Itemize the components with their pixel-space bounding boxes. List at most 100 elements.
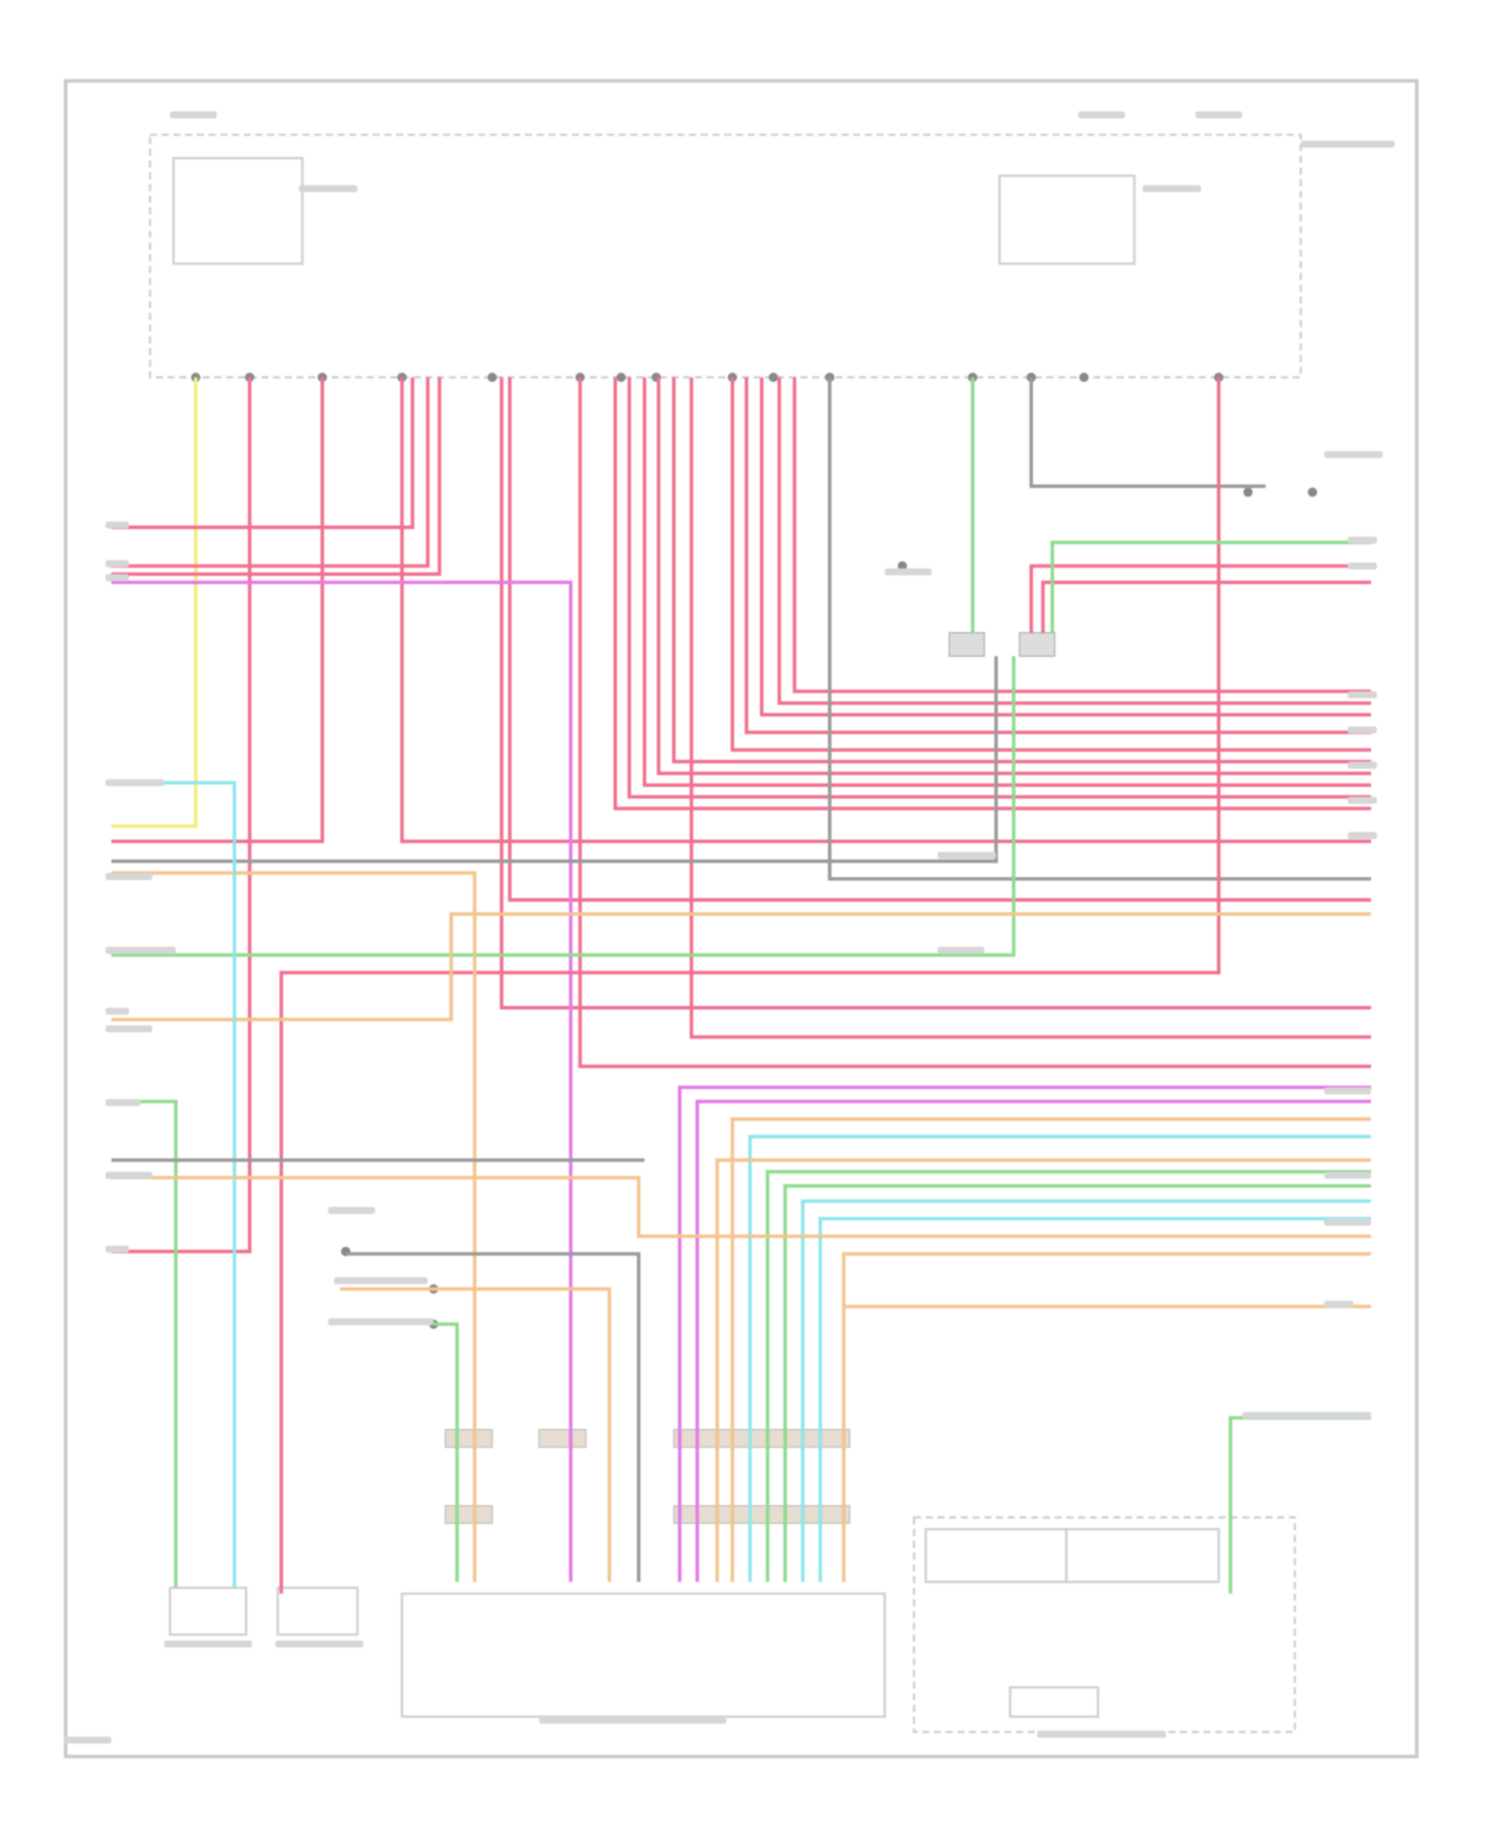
label-placeholder xyxy=(1324,1171,1372,1179)
wire-orange xyxy=(339,1287,612,1582)
label-placeholder xyxy=(328,1318,434,1326)
label-placeholder xyxy=(105,946,176,954)
inline-connector-3 xyxy=(444,1505,493,1524)
wire-red xyxy=(1041,580,1372,633)
wire-red xyxy=(777,377,1372,705)
label-placeholder xyxy=(1347,691,1377,699)
relay-left xyxy=(172,157,304,265)
wire-red xyxy=(627,377,1372,799)
wire-green xyxy=(433,1322,459,1582)
label-placeholder xyxy=(1195,111,1243,119)
label-placeholder xyxy=(105,779,165,787)
label-placeholder xyxy=(298,185,358,193)
wire-cyan xyxy=(748,1134,1372,1582)
wire-magenta xyxy=(677,1085,1372,1582)
terminal-dot xyxy=(768,372,779,383)
label-placeholder xyxy=(1324,1300,1354,1308)
wire-green xyxy=(111,656,1016,957)
wire-orange xyxy=(111,912,1372,1022)
indicator-box xyxy=(924,1528,1068,1584)
label-placeholder xyxy=(1324,451,1383,459)
label-placeholder xyxy=(105,872,153,881)
terminal-dot xyxy=(1243,487,1253,497)
label-placeholder xyxy=(275,1640,364,1648)
wire-orange xyxy=(841,1252,1372,1582)
wire-gray xyxy=(1029,377,1266,489)
terminal-dot xyxy=(616,372,626,383)
wire-green xyxy=(1050,540,1372,633)
inline-connector-1 xyxy=(538,1429,587,1448)
wire-red xyxy=(1029,564,1372,633)
wire-green xyxy=(765,1170,1372,1582)
wire-red xyxy=(744,377,1372,735)
label-placeholder xyxy=(937,851,997,859)
wire-red xyxy=(499,377,1372,1010)
label-placeholder xyxy=(164,1640,252,1648)
inline-connector-0 xyxy=(444,1429,493,1448)
label-placeholder xyxy=(105,574,129,582)
wire-red xyxy=(792,377,1372,694)
label-placeholder xyxy=(105,1025,153,1033)
cluster-module xyxy=(1008,1686,1100,1718)
wire-red xyxy=(508,377,1372,902)
wire-cyan xyxy=(800,1199,1372,1582)
label-placeholder xyxy=(1037,1730,1166,1738)
connector-0 xyxy=(948,632,985,657)
label-placeholder xyxy=(1142,185,1202,193)
relay-right xyxy=(998,174,1136,265)
terminal-dot xyxy=(1079,372,1089,383)
wire-gray xyxy=(111,656,998,864)
label-placeholder xyxy=(884,568,932,576)
label-placeholder xyxy=(105,1007,129,1015)
wire-red xyxy=(111,377,415,530)
label-placeholder xyxy=(105,1099,141,1107)
terminal-dot xyxy=(487,372,497,383)
label-placeholder xyxy=(539,1716,727,1724)
label-placeholder xyxy=(1347,831,1377,840)
wire-red xyxy=(400,377,1372,844)
label-placeholder xyxy=(105,560,129,568)
engine-control-module xyxy=(400,1592,886,1718)
label-placeholder xyxy=(1347,536,1377,544)
wire-red xyxy=(613,377,1372,811)
label-placeholder xyxy=(334,1277,428,1285)
wire-red xyxy=(759,377,1372,717)
label-placeholder xyxy=(1324,1218,1372,1226)
label-placeholder xyxy=(1324,1087,1372,1095)
wire-orange xyxy=(715,1158,1372,1582)
wire-red xyxy=(689,377,1372,1039)
wire-gray xyxy=(827,377,1372,881)
connector-1 xyxy=(1018,632,1056,657)
label-placeholder xyxy=(64,1736,112,1744)
sensor-left xyxy=(168,1586,248,1636)
wire-orange xyxy=(111,1175,1372,1239)
wire-red xyxy=(642,377,1372,787)
wire-red xyxy=(111,377,325,844)
inline-connector-4 xyxy=(673,1505,851,1524)
wire-orange xyxy=(111,871,477,1582)
label-placeholder xyxy=(1300,140,1395,148)
label-placeholder xyxy=(105,521,129,529)
diagram-frame xyxy=(63,79,1419,1759)
wire-red xyxy=(578,377,1372,1069)
wire-yellow xyxy=(111,377,198,828)
wire-red xyxy=(111,377,442,576)
label-placeholder xyxy=(1347,562,1377,570)
wire-red xyxy=(672,377,1372,764)
label-placeholder xyxy=(105,1245,129,1253)
label-placeholder xyxy=(328,1206,376,1214)
wire-cyan xyxy=(111,781,237,1588)
terminal-dot xyxy=(1307,487,1318,497)
inline-connector-2 xyxy=(673,1429,851,1448)
wire-magenta xyxy=(695,1099,1372,1582)
wire-red xyxy=(730,377,1372,752)
wire-cyan xyxy=(818,1216,1372,1582)
wire-magenta xyxy=(111,580,573,1582)
wire-orange xyxy=(730,1117,1372,1582)
wire-red xyxy=(111,377,252,1254)
wire-green xyxy=(783,1184,1372,1582)
label-placeholder xyxy=(937,946,985,954)
label-placeholder xyxy=(1347,796,1377,804)
label-placeholder xyxy=(169,111,217,119)
